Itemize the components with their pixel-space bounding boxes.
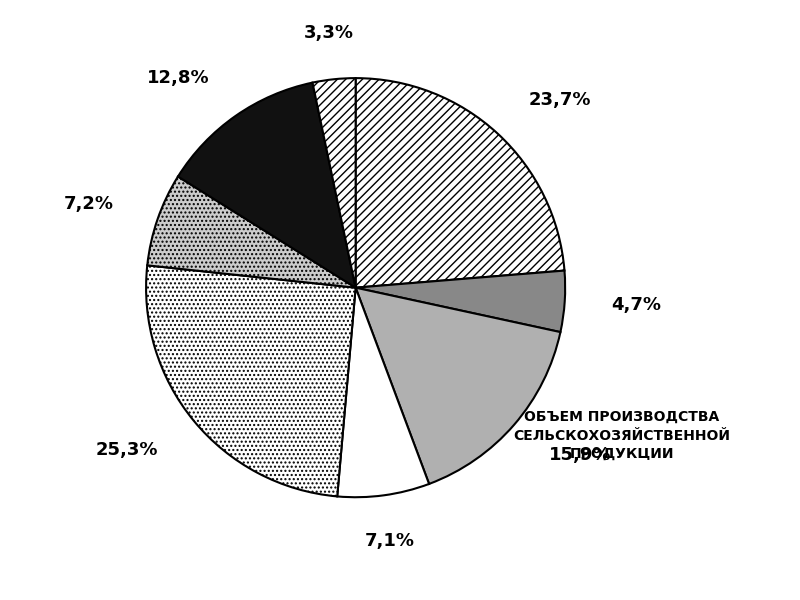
- Wedge shape: [313, 78, 356, 287]
- Wedge shape: [356, 78, 565, 287]
- Text: 7,2%: 7,2%: [64, 195, 114, 213]
- Text: ОБЪЕМ ПРОИЗВОДСТВА
СЕЛЬСКОХОЗЯЙСТВЕННОЙ
ПРОДУКЦИИ: ОБЪЕМ ПРОИЗВОДСТВА СЕЛЬСКОХОЗЯЙСТВЕННОЙ …: [514, 410, 730, 461]
- Text: 12,8%: 12,8%: [146, 69, 210, 87]
- Wedge shape: [146, 265, 356, 496]
- Wedge shape: [338, 287, 429, 497]
- Text: 15,9%: 15,9%: [549, 446, 611, 464]
- Wedge shape: [178, 83, 356, 287]
- Wedge shape: [356, 271, 565, 332]
- Wedge shape: [147, 176, 356, 287]
- Text: 23,7%: 23,7%: [529, 91, 591, 109]
- Wedge shape: [356, 287, 561, 484]
- Text: 25,3%: 25,3%: [96, 441, 158, 459]
- Text: 7,1%: 7,1%: [365, 532, 415, 550]
- Text: 3,3%: 3,3%: [304, 25, 354, 43]
- Text: 4,7%: 4,7%: [610, 296, 661, 314]
